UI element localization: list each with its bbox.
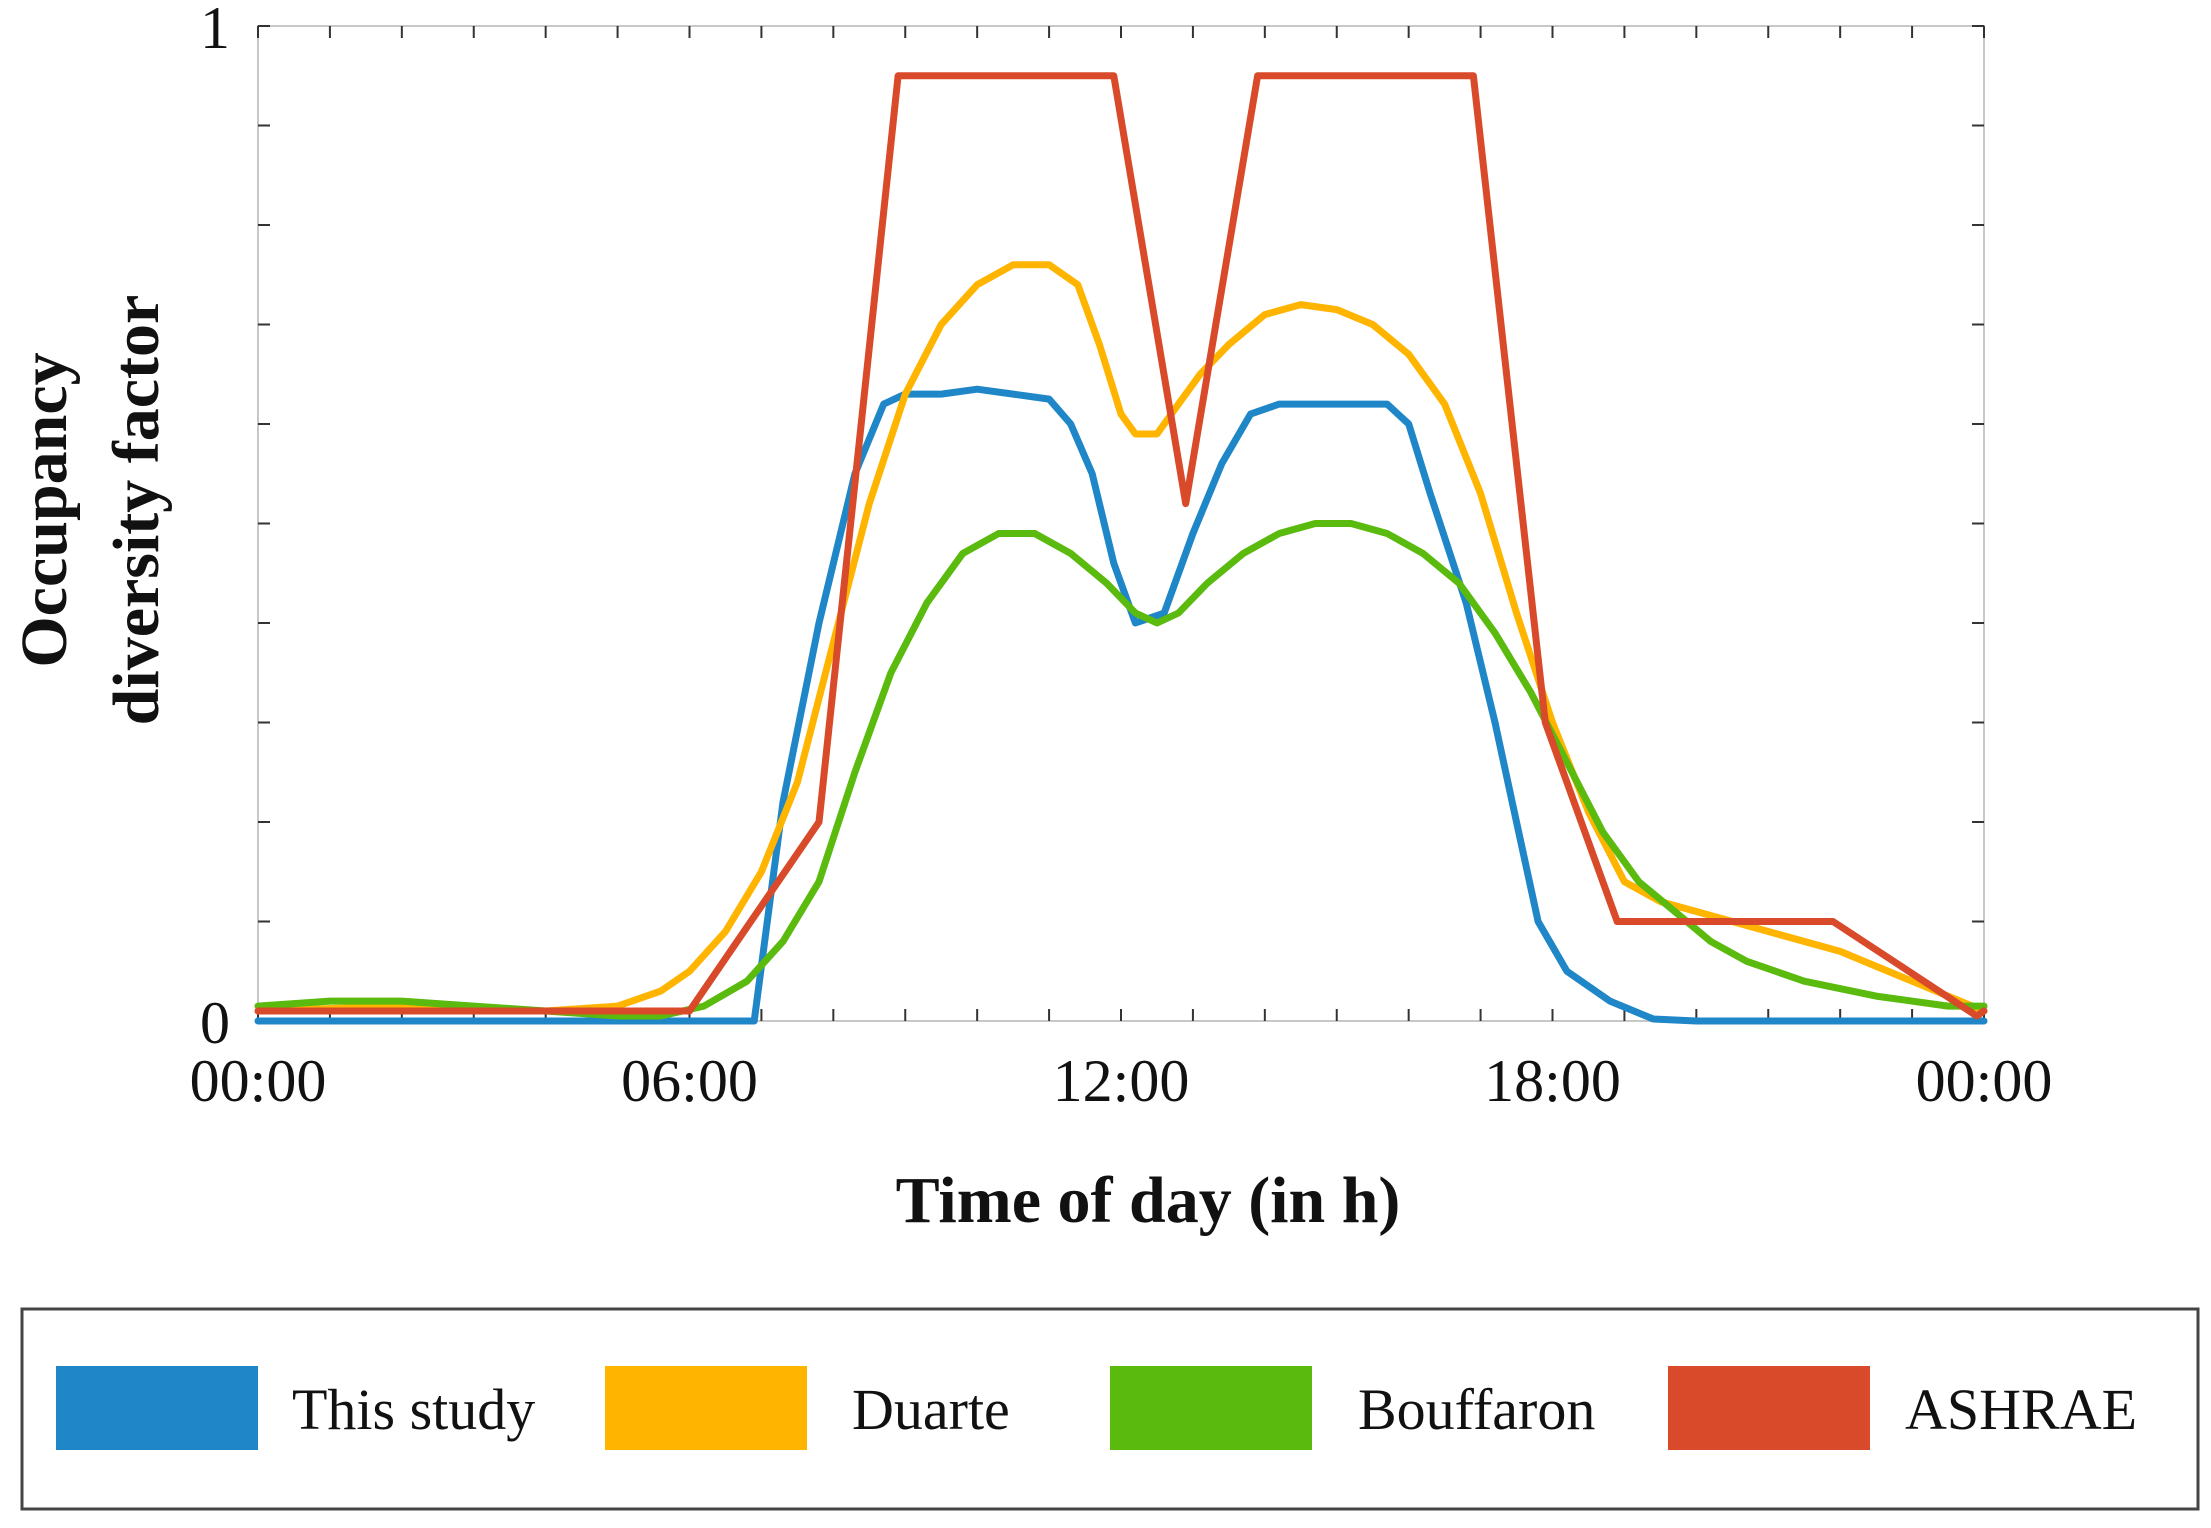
legend: This study Duarte Bouffaron ASHRAE <box>20 1307 2200 1511</box>
x-tick-label: 06:00 <box>621 1048 758 1114</box>
series-line-this-study <box>254 385 1988 1025</box>
legend-label: Duarte <box>852 1377 1010 1442</box>
series-line-duarte <box>254 261 1988 1015</box>
minor-ticks <box>257 25 1985 1022</box>
plot-frame <box>257 25 1985 1022</box>
legend-swatch-ashrae <box>1668 1366 1870 1450</box>
series-layer <box>254 72 1988 1025</box>
y-tick-label: 0 <box>200 990 230 1056</box>
series-line-bouffaron <box>254 520 1988 1020</box>
x-axis-title: Time of day (in h) <box>896 1164 1401 1237</box>
x-tick-label: 00:00 <box>1916 1048 2053 1114</box>
x-tick-label: 12:00 <box>1053 1048 1190 1114</box>
x-tick-label: 18:00 <box>1484 1048 1621 1114</box>
legend-items: This study Duarte Bouffaron ASHRAE <box>56 1366 2137 1450</box>
y-axis-title-line-1: Occupancy <box>8 352 81 667</box>
legend-label: ASHRAE <box>1905 1377 2137 1442</box>
legend-label: Bouffaron <box>1358 1377 1595 1442</box>
y-axis-title-line-2: diversity factor <box>100 295 173 726</box>
legend-swatch-this-study <box>56 1366 258 1450</box>
y-tick-label: 1 <box>200 0 230 61</box>
legend-label: This study <box>292 1377 535 1442</box>
series-line-ashrae <box>254 72 1988 1020</box>
legend-swatch-bouffaron <box>1110 1366 1312 1450</box>
x-tick-label: 00:00 <box>190 1048 327 1114</box>
legend-swatch-duarte <box>605 1366 807 1450</box>
